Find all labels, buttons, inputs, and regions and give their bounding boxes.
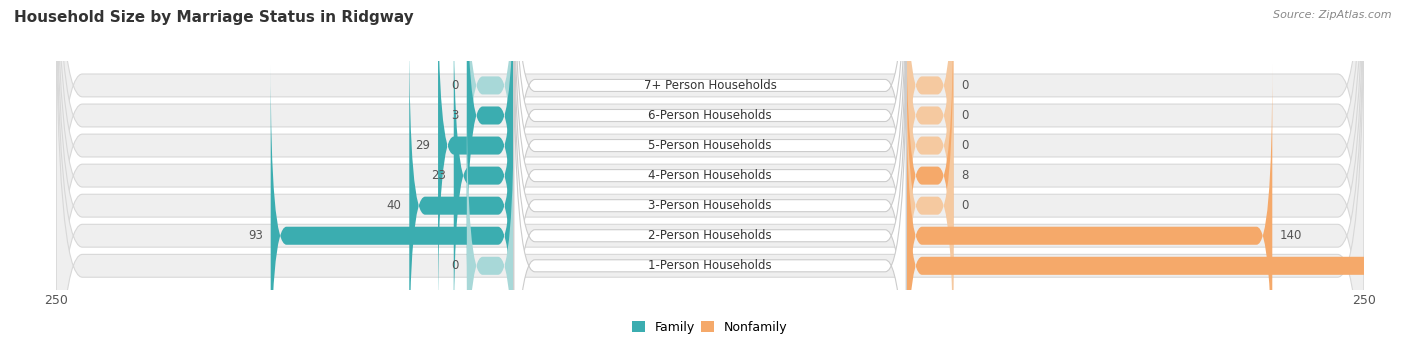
Text: 0: 0: [451, 259, 458, 272]
Text: 93: 93: [247, 229, 263, 242]
FancyBboxPatch shape: [467, 94, 515, 341]
Text: 0: 0: [962, 109, 969, 122]
FancyBboxPatch shape: [439, 0, 515, 317]
FancyBboxPatch shape: [56, 0, 1364, 341]
Text: 2-Person Households: 2-Person Households: [648, 229, 772, 242]
FancyBboxPatch shape: [515, 0, 905, 341]
FancyBboxPatch shape: [56, 0, 1364, 341]
FancyBboxPatch shape: [467, 0, 515, 287]
FancyBboxPatch shape: [271, 64, 515, 341]
FancyBboxPatch shape: [467, 0, 515, 257]
Text: 29: 29: [415, 139, 430, 152]
FancyBboxPatch shape: [56, 0, 1364, 341]
FancyBboxPatch shape: [515, 0, 905, 341]
FancyBboxPatch shape: [905, 0, 953, 287]
Text: 40: 40: [387, 199, 402, 212]
FancyBboxPatch shape: [56, 0, 1364, 341]
FancyBboxPatch shape: [56, 0, 1364, 341]
Text: 3-Person Households: 3-Person Households: [648, 199, 772, 212]
FancyBboxPatch shape: [515, 1, 905, 341]
FancyBboxPatch shape: [515, 0, 905, 341]
Text: 3: 3: [451, 109, 458, 122]
FancyBboxPatch shape: [56, 0, 1364, 341]
Legend: Family, Nonfamily: Family, Nonfamily: [633, 321, 787, 334]
Text: 7+ Person Households: 7+ Person Households: [644, 79, 776, 92]
FancyBboxPatch shape: [905, 34, 953, 341]
Text: 0: 0: [962, 139, 969, 152]
FancyBboxPatch shape: [56, 0, 1364, 341]
FancyBboxPatch shape: [515, 0, 905, 341]
FancyBboxPatch shape: [515, 0, 905, 320]
Text: 0: 0: [451, 79, 458, 92]
Text: 0: 0: [962, 79, 969, 92]
Text: 1-Person Households: 1-Person Households: [648, 259, 772, 272]
FancyBboxPatch shape: [409, 34, 515, 341]
Text: 140: 140: [1279, 229, 1302, 242]
Text: 5-Person Households: 5-Person Households: [648, 139, 772, 152]
FancyBboxPatch shape: [905, 0, 953, 257]
FancyBboxPatch shape: [454, 4, 515, 341]
Text: 6-Person Households: 6-Person Households: [648, 109, 772, 122]
FancyBboxPatch shape: [905, 0, 953, 317]
Text: Source: ZipAtlas.com: Source: ZipAtlas.com: [1274, 10, 1392, 20]
FancyBboxPatch shape: [905, 4, 953, 341]
Text: 4-Person Households: 4-Person Households: [648, 169, 772, 182]
Text: 23: 23: [432, 169, 446, 182]
Text: 8: 8: [962, 169, 969, 182]
FancyBboxPatch shape: [905, 64, 1272, 341]
FancyBboxPatch shape: [905, 94, 1406, 341]
Text: Household Size by Marriage Status in Ridgway: Household Size by Marriage Status in Rid…: [14, 10, 413, 25]
Text: 0: 0: [962, 199, 969, 212]
FancyBboxPatch shape: [515, 31, 905, 341]
